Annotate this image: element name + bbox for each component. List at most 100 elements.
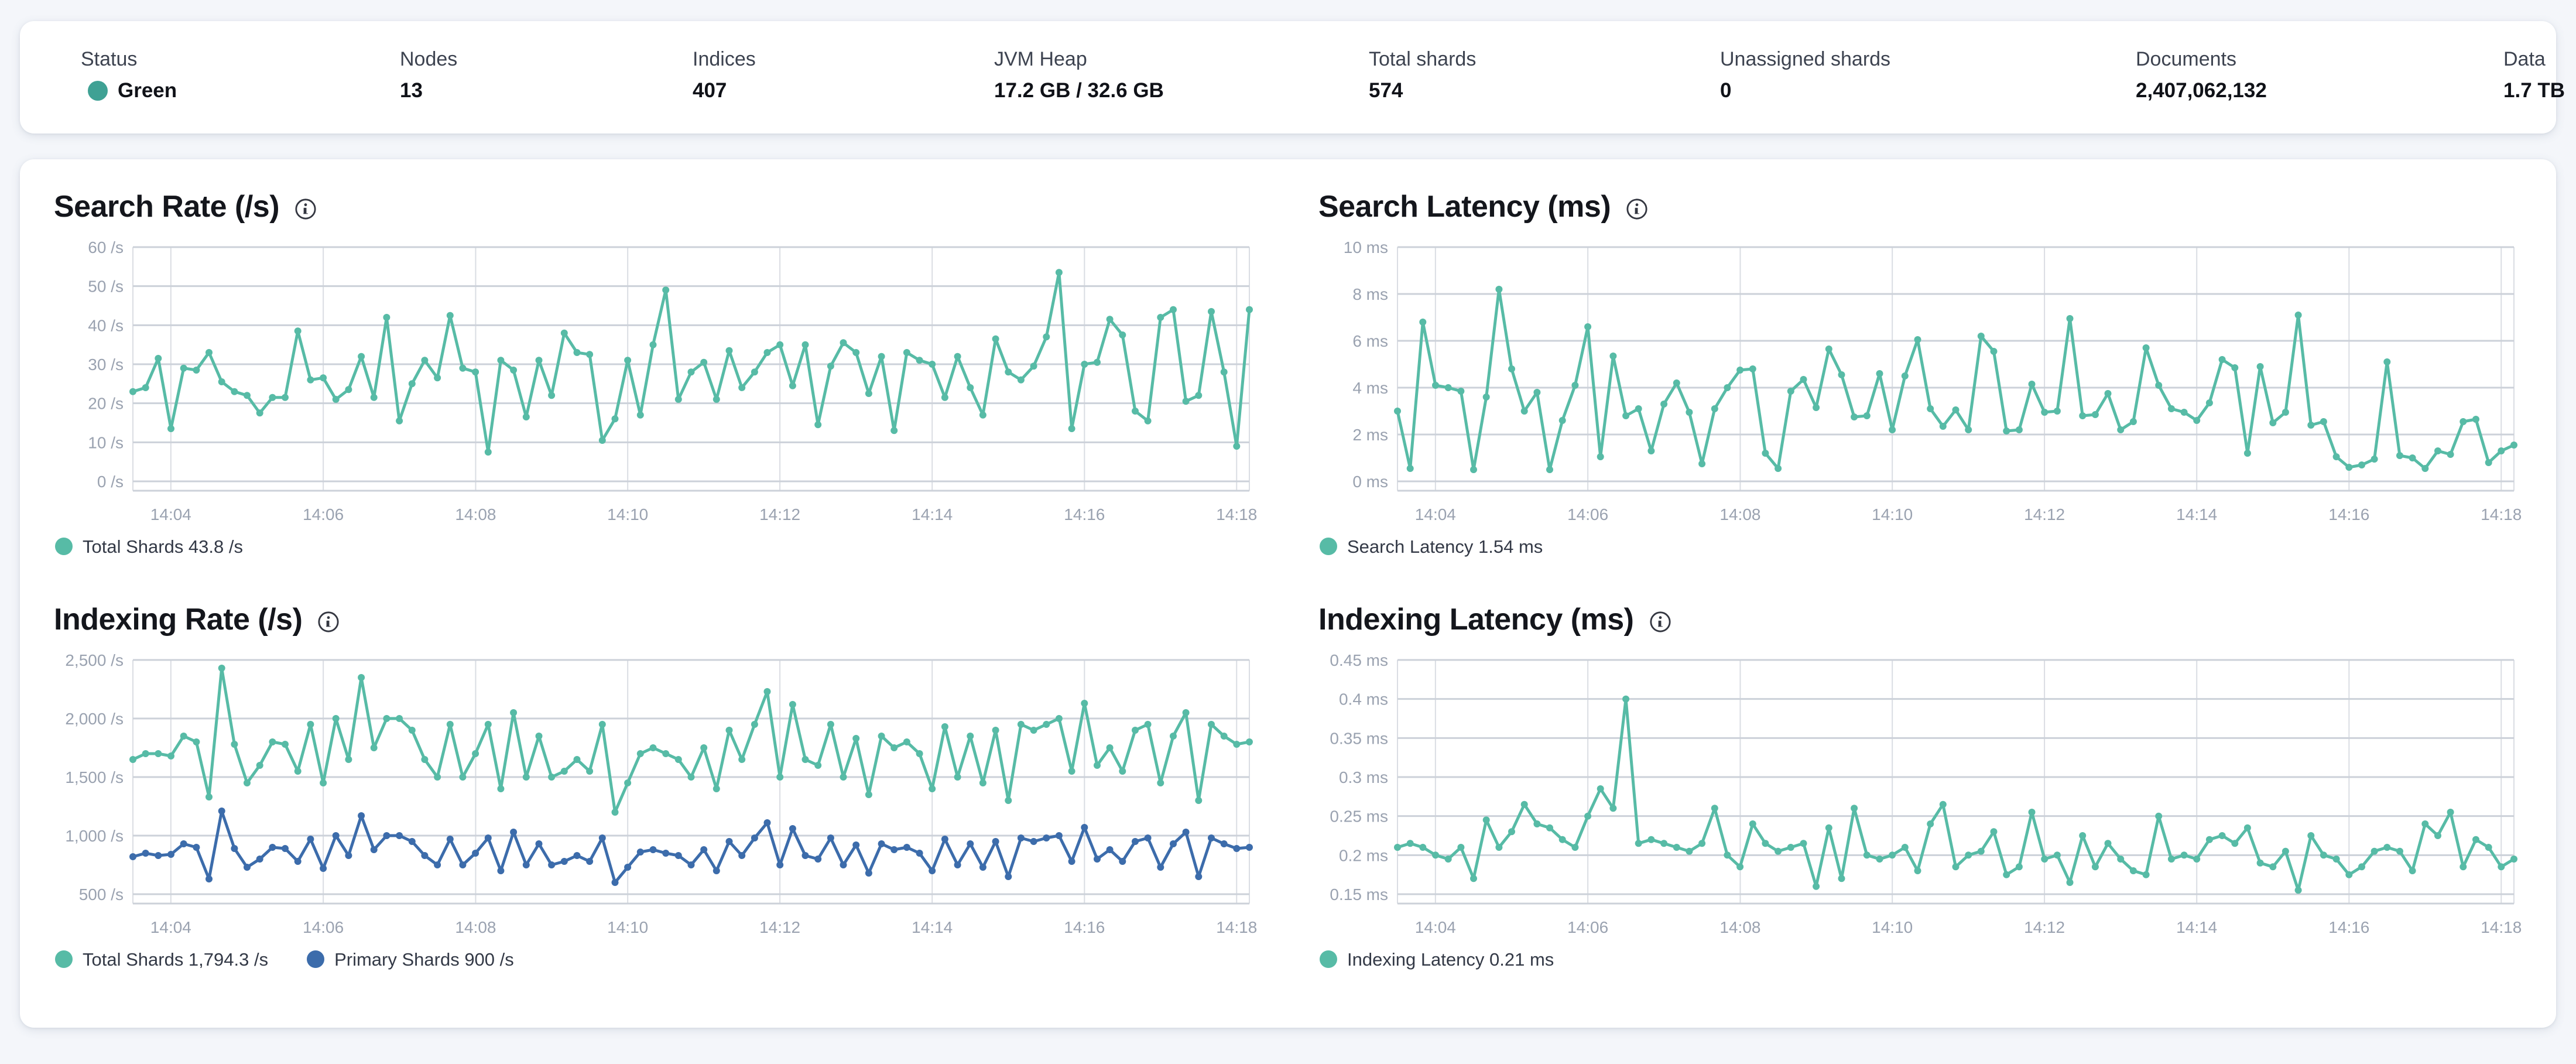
svg-text:0.4 ms: 0.4 ms: [1339, 690, 1388, 708]
chart-indexing-latency: Indexing Latency (ms) 0.15 ms 0.2 ms 0.25 …: [1318, 603, 2524, 969]
svg-text:14:04: 14:04: [1415, 505, 1456, 524]
svg-text:14:04: 14:04: [150, 918, 191, 936]
status-label: Status: [81, 48, 138, 70]
svg-text:14:10: 14:10: [1872, 505, 1913, 524]
chart-header: Search Rate (/s): [54, 190, 1260, 225]
legend: Indexing Latency 0.21 ms: [1318, 950, 2524, 969]
svg-text:14:08: 14:08: [1719, 505, 1760, 524]
legend-dot-icon: [55, 950, 73, 969]
summary-col-unassigned-shards: Unassigned shards 0: [1720, 49, 2136, 101]
svg-text:14:12: 14:12: [2024, 505, 2065, 524]
svg-text:14:12: 14:12: [759, 505, 800, 524]
chart-title-search-latency: Search Latency (ms): [1318, 190, 1611, 224]
svg-text:14:08: 14:08: [455, 918, 496, 936]
legend-item-total-shards[interactable]: Total Shards 1,794.3 /s: [55, 950, 268, 969]
svg-text:50 /s: 50 /s: [88, 277, 124, 295]
legend: Total Shards 43.8 /s: [54, 538, 1260, 556]
jvm-heap-value: 17.2 GB / 32.6 GB: [994, 79, 1164, 102]
svg-text:0.25 ms: 0.25 ms: [1330, 807, 1388, 825]
legend-label: Total Shards 43.8 /s: [83, 536, 243, 557]
chart-header: Indexing Rate (/s): [54, 603, 1260, 638]
documents-value: 2,407,062,132: [2136, 79, 2267, 102]
chart-search-latency: Search Latency (ms) 0 ms 2 ms 4 ms 6 ms 8 ms…: [1318, 190, 2524, 556]
chart-title-search-rate: Search Rate (/s): [54, 190, 280, 224]
svg-text:60 /s: 60 /s: [88, 239, 124, 256]
svg-text:40 /s: 40 /s: [88, 316, 124, 334]
legend-item-indexing-latency[interactable]: Indexing Latency 0.21 ms: [1320, 950, 1554, 969]
svg-text:2 ms: 2 ms: [1352, 426, 1388, 444]
indexing-rate-plot[interactable]: 500 /s 1,000 /s 1,500 /s 2,000 /s 2,500 /s 14…: [54, 652, 1260, 945]
summary-col-documents: Documents 2,407,062,132: [2136, 49, 2503, 101]
svg-text:10 /s: 10 /s: [88, 433, 124, 451]
svg-text:20 /s: 20 /s: [88, 394, 124, 412]
svg-text:2,500 /s: 2,500 /s: [65, 652, 124, 669]
data-size-value: 1.7 TB: [2503, 79, 2565, 102]
search-rate-plot[interactable]: 0 /s 10 /s 20 /s 30 /s 40 /s 50 /s 60 /s 14:04 1…: [54, 239, 1260, 532]
svg-text:14:10: 14:10: [607, 505, 648, 524]
info-icon[interactable]: [317, 611, 340, 633]
unassigned-shards-value: 0: [1720, 79, 1732, 102]
svg-text:14:18: 14:18: [2481, 918, 2522, 936]
svg-text:14:18: 14:18: [1216, 918, 1257, 936]
total-shards-value: 574: [1369, 79, 1403, 102]
legend: Search Latency 1.54 ms: [1318, 538, 2524, 556]
legend-item-total-shards[interactable]: Total Shards 43.8 /s: [55, 538, 243, 556]
info-icon[interactable]: [1626, 198, 1648, 220]
svg-text:10 ms: 10 ms: [1344, 239, 1388, 256]
svg-text:14:16: 14:16: [2328, 505, 2369, 524]
svg-text:1,500 /s: 1,500 /s: [65, 768, 124, 786]
legend-dot-icon: [1320, 950, 1337, 969]
legend: Total Shards 1,794.3 /s Primary Shards 9…: [54, 950, 1260, 969]
svg-text:14:14: 14:14: [2176, 918, 2217, 936]
health-green-dot-icon: [88, 80, 108, 101]
svg-text:1,000 /s: 1,000 /s: [65, 827, 124, 845]
info-icon[interactable]: [294, 198, 317, 220]
summary-col-data: Data 1.7 TB: [2503, 48, 2565, 102]
summary-col-total-shards: Total shards 574: [1369, 49, 1720, 101]
svg-text:14:04: 14:04: [1415, 918, 1456, 936]
svg-text:0 ms: 0 ms: [1352, 473, 1388, 491]
svg-text:14:16: 14:16: [1064, 918, 1105, 936]
legend-dot-icon: [1320, 538, 1337, 556]
chart-header: Indexing Latency (ms): [1318, 603, 2524, 638]
svg-text:0.2 ms: 0.2 ms: [1339, 846, 1388, 864]
status-text: Green: [118, 79, 177, 102]
chart-title-indexing-latency: Indexing Latency (ms): [1318, 602, 1634, 637]
summary-col-nodes: Nodes 13: [400, 49, 693, 101]
svg-text:14:06: 14:06: [1567, 918, 1608, 936]
svg-text:14:16: 14:16: [2328, 918, 2369, 936]
svg-text:14:16: 14:16: [1064, 505, 1105, 524]
indexing-latency-plot[interactable]: 0.15 ms 0.2 ms 0.25 ms 0.3 ms 0.35 ms 0.4 ms 0…: [1318, 652, 2524, 945]
svg-text:0.15 ms: 0.15 ms: [1330, 885, 1388, 904]
svg-text:6 ms: 6 ms: [1352, 332, 1388, 350]
nodes-value: 13: [400, 79, 423, 102]
summary-col-status: Status Green: [81, 49, 400, 101]
legend-item-search-latency[interactable]: Search Latency 1.54 ms: [1320, 538, 1543, 556]
summary-col-indices: Indices 407: [693, 49, 994, 101]
legend-dot-icon: [55, 538, 73, 556]
svg-text:14:08: 14:08: [455, 505, 496, 524]
metrics-panel: Search Rate (/s) 0 /s 10 /s 20 /s 30 /s 40 /…: [20, 159, 2556, 1028]
svg-text:14:14: 14:14: [2176, 505, 2217, 524]
svg-text:14:12: 14:12: [2024, 918, 2065, 936]
legend-item-primary-shards[interactable]: Primary Shards 900 /s: [307, 950, 514, 969]
chart-title-indexing-rate: Indexing Rate (/s): [54, 602, 303, 637]
svg-text:14:06: 14:06: [1567, 505, 1608, 524]
svg-text:0.3 ms: 0.3 ms: [1339, 768, 1388, 786]
svg-text:8 ms: 8 ms: [1352, 285, 1388, 303]
chart-search-rate: Search Rate (/s) 0 /s 10 /s 20 /s 30 /s 40 /…: [54, 190, 1260, 556]
chart-header: Search Latency (ms): [1318, 190, 2524, 225]
svg-text:14:12: 14:12: [759, 918, 800, 936]
search-latency-plot[interactable]: 0 ms 2 ms 4 ms 6 ms 8 ms 10 ms 14:04 14:06 14:08…: [1318, 239, 2524, 532]
svg-text:0 /s: 0 /s: [97, 473, 124, 491]
legend-dot-icon: [307, 950, 325, 969]
svg-text:2,000 /s: 2,000 /s: [65, 710, 124, 728]
info-icon[interactable]: [1649, 611, 1671, 633]
svg-text:14:04: 14:04: [150, 505, 191, 524]
svg-text:14:06: 14:06: [303, 505, 344, 524]
svg-text:0.35 ms: 0.35 ms: [1330, 729, 1388, 747]
svg-text:0.45 ms: 0.45 ms: [1330, 652, 1388, 669]
svg-text:4 ms: 4 ms: [1352, 379, 1388, 397]
svg-text:14:14: 14:14: [912, 505, 953, 524]
summary-col-jvm-heap: JVM Heap 17.2 GB / 32.6 GB: [994, 49, 1369, 101]
